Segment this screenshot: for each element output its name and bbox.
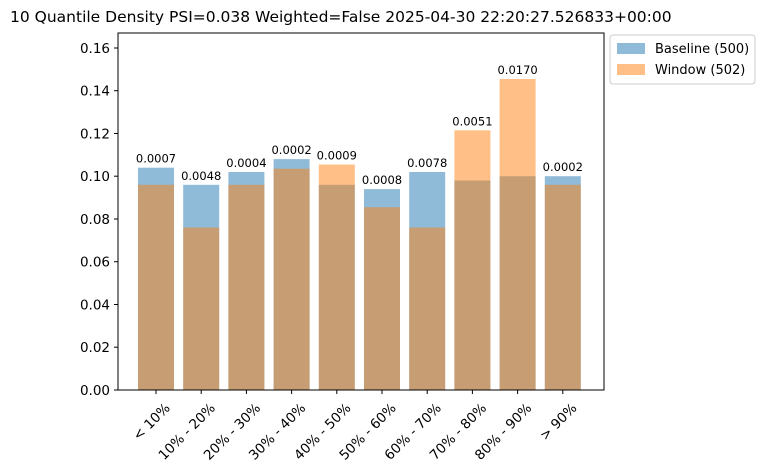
y-tick-label: 0.12 xyxy=(80,127,110,143)
psi-annotation-7: 0.0078 xyxy=(407,156,447,170)
legend-label-window: Window (502) xyxy=(655,63,745,78)
x-axis: < 10%10% - 20%20% - 30%30% - 40%40% - 50… xyxy=(130,390,581,464)
psi-annotation-6: 0.0008 xyxy=(362,173,402,187)
x-tick-label: > 90% xyxy=(537,400,581,444)
psi-annotation-4: 0.0002 xyxy=(271,143,311,157)
y-tick-label: 0.14 xyxy=(80,84,110,100)
psi-annotation-3: 0.0004 xyxy=(226,156,266,170)
y-tick-label: 0.10 xyxy=(80,169,110,185)
window-bar-10 xyxy=(544,184,581,390)
window-bar-5 xyxy=(318,164,355,390)
window-bar-2 xyxy=(183,227,220,390)
window-bar-6 xyxy=(364,207,400,390)
x-tick-label: < 10% xyxy=(130,400,174,444)
legend-label-baseline: Baseline (500) xyxy=(655,42,749,57)
y-tick-label: 0.06 xyxy=(80,255,110,271)
y-tick-label: 0.16 xyxy=(80,41,110,57)
window-bar-8 xyxy=(454,130,491,391)
y-tick-label: 0.08 xyxy=(80,212,110,228)
window-bar-1 xyxy=(138,184,174,390)
window-bar-4 xyxy=(273,168,310,390)
legend: Baseline (500) Window (502) xyxy=(609,34,756,85)
window-bar-9 xyxy=(499,79,536,390)
legend-swatch-baseline xyxy=(617,43,645,54)
psi-annotation-1: 0.0007 xyxy=(136,152,176,166)
psi-annotation-5: 0.0009 xyxy=(317,149,357,163)
window-bar-3 xyxy=(228,184,265,390)
psi-annotation-8: 0.0051 xyxy=(452,114,492,128)
chart-title: 10 Quantile Density PSI=0.038 Weighted=F… xyxy=(10,8,672,26)
window-bar-7 xyxy=(409,227,446,390)
psi-annotation-10: 0.0002 xyxy=(543,160,583,174)
plot-frame xyxy=(117,32,605,391)
psi-annotation-9: 0.0170 xyxy=(497,63,537,77)
y-axis: 0.00 0.02 0.04 0.06 0.08 0.10 0.12 0.14 0.16 xyxy=(80,41,118,399)
y-tick-label: 0.02 xyxy=(80,340,110,356)
psi-annotation-2: 0.0048 xyxy=(181,169,221,183)
legend-swatch-window xyxy=(617,64,645,75)
window-bars xyxy=(138,79,581,391)
bar-annotations: 0.0007 0.0048 0.0004 0.0002 0.0009 0.0008 0.00… xyxy=(136,63,583,187)
y-tick-label: 0.04 xyxy=(80,298,110,314)
legend-box xyxy=(609,34,756,85)
y-tick-label: 0.00 xyxy=(80,383,110,399)
